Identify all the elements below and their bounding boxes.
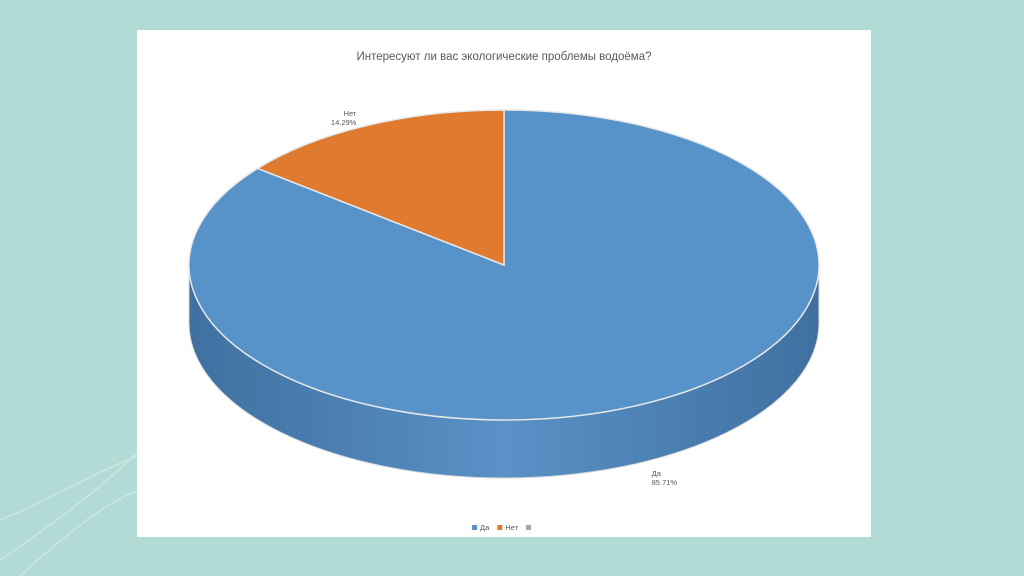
legend-swatch (497, 525, 503, 530)
legend-swatch (526, 525, 532, 530)
data-label-category: Да (652, 469, 662, 478)
legend-swatch (472, 525, 477, 530)
decoration (0, 449, 141, 576)
data-label-value: 14.29% (331, 118, 357, 127)
data-label-category: Нет (344, 109, 357, 118)
pie-slice (255, 109, 505, 267)
chart-title: Интересуют ли вас экологические проблемы… (356, 51, 651, 63)
legend-label: Да (480, 523, 490, 532)
data-label-value: 85.71% (652, 478, 678, 487)
legend-label: Нет (505, 523, 518, 532)
